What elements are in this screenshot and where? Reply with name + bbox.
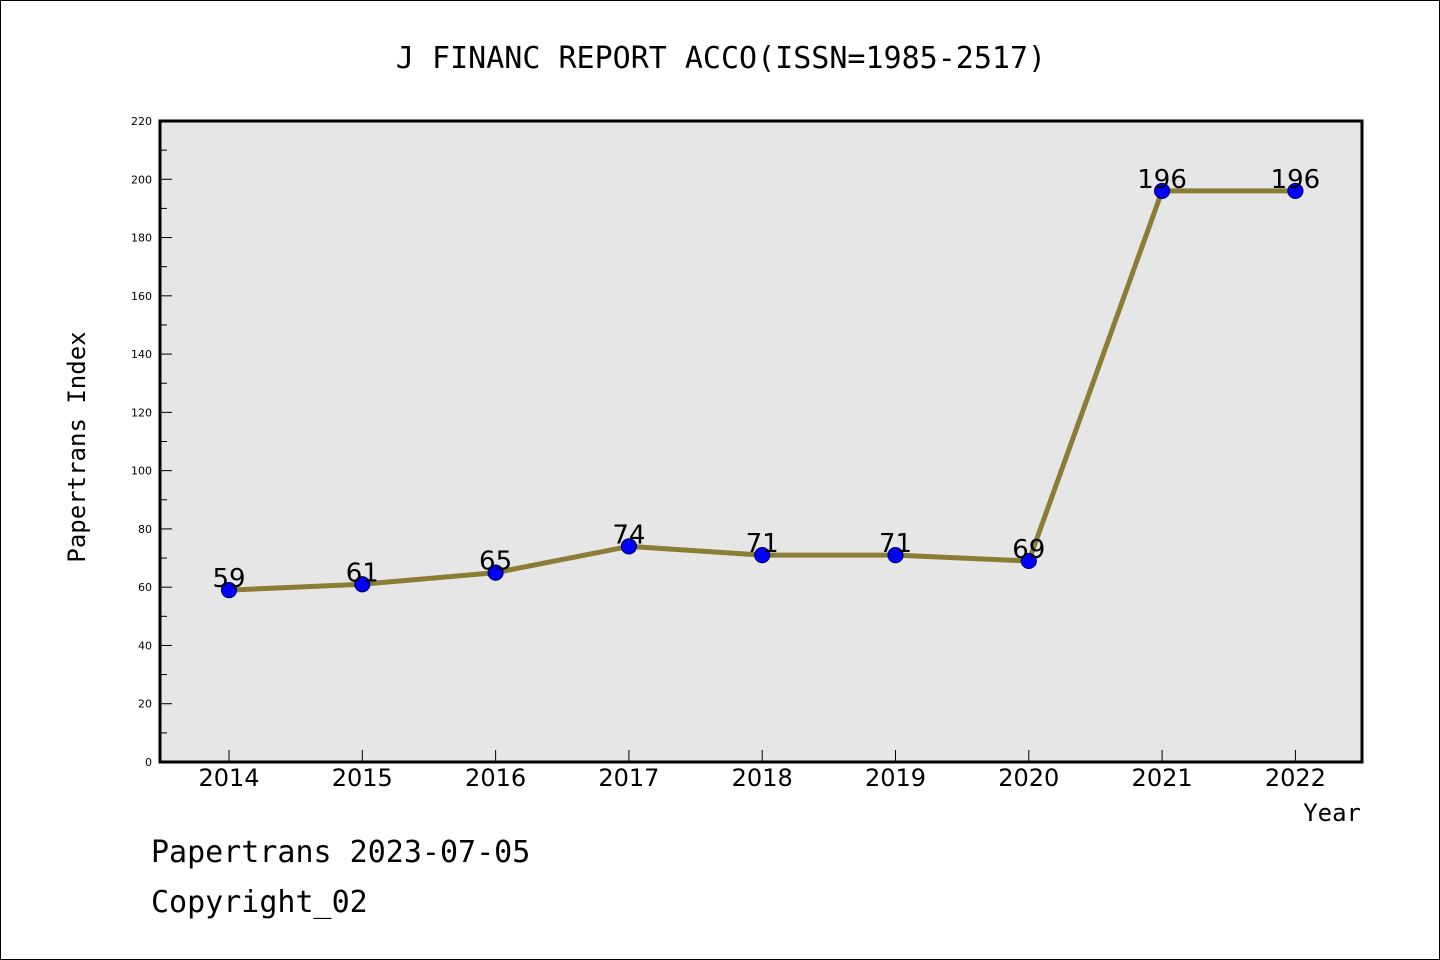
x-axis-label: Year (1303, 799, 1361, 827)
data-label: 69 (1012, 535, 1045, 565)
y-tick-label: 40 (138, 639, 152, 652)
chart-title: J FINANC REPORT ACCO(ISSN=1985-2517) (396, 41, 1046, 76)
x-tick-label: 2022 (1265, 764, 1326, 792)
footer-copyright-text: Copyright_02 (151, 885, 368, 920)
x-tick-label: 2019 (865, 764, 926, 792)
data-point (1287, 182, 1304, 200)
series-layer: 59 61 65 74 71 71 69 196 196 (212, 165, 1321, 599)
y-tick-label: 160 (131, 290, 152, 303)
x-tick-label: 2015 (332, 764, 393, 792)
y-axis: 0 20 40 60 80 100 120 140 160 180 200 220 (131, 115, 172, 769)
y-tick-label: 220 (131, 115, 152, 128)
data-point (620, 538, 638, 555)
y-axis-label: Papertrans Index (63, 331, 91, 562)
footer-date-text: Papertrans 2023-07-05 (151, 835, 531, 870)
data-point (887, 547, 904, 564)
data-label: 71 (879, 529, 912, 559)
y-tick-label: 120 (131, 406, 152, 419)
y-tick-label: 140 (131, 348, 152, 361)
data-label: 196 (1137, 165, 1187, 195)
x-tick-label: 2017 (598, 764, 659, 792)
y-tick-label: 200 (131, 173, 152, 186)
data-label: 59 (212, 564, 245, 594)
plot-area (158, 119, 1364, 764)
x-axis: 2014 2015 2016 2017 2018 2019 2020 2021 2022 (198, 750, 1326, 792)
x-tick-label: 2014 (198, 764, 259, 792)
data-label: 74 (612, 520, 645, 550)
data-point (487, 564, 504, 581)
data-label: 65 (479, 547, 512, 577)
y-tick-label: 180 (131, 232, 152, 245)
data-point (220, 581, 238, 599)
y-tick-label: 0 (145, 756, 152, 769)
data-point (1020, 552, 1037, 570)
x-tick-label: 2018 (732, 764, 793, 792)
data-label: 196 (1271, 165, 1321, 195)
x-tick-label: 2020 (998, 764, 1059, 792)
y-tick-label: 100 (131, 465, 152, 478)
x-tick-label: 2016 (465, 764, 526, 792)
data-point (1153, 182, 1171, 200)
y-tick-label: 80 (138, 523, 152, 536)
data-point (354, 576, 371, 593)
y-tick-label: 60 (138, 581, 152, 594)
y-tick-label: 20 (138, 698, 152, 711)
x-tick-label: 2021 (1132, 764, 1193, 792)
data-point (754, 547, 771, 564)
data-label: 61 (346, 558, 379, 588)
data-label: 71 (746, 529, 779, 559)
